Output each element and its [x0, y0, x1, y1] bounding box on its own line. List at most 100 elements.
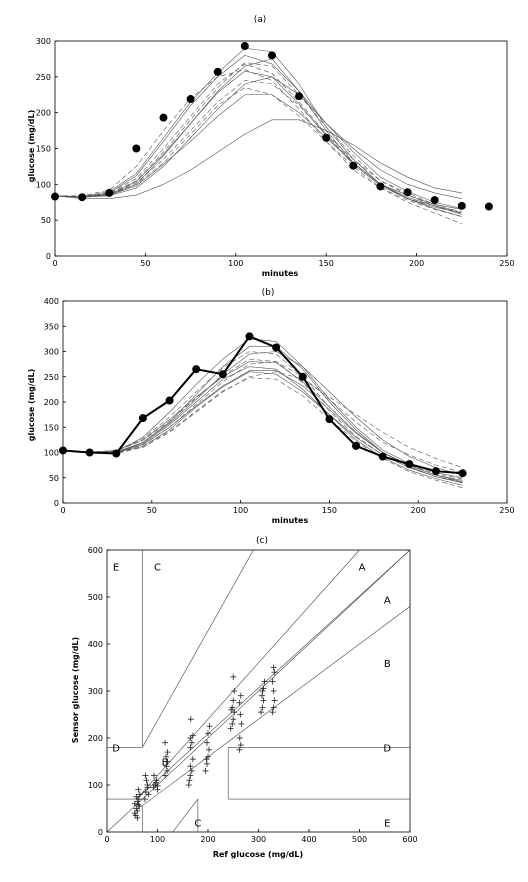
scatter-point [162, 772, 169, 779]
scatter-point [187, 772, 194, 779]
measured-data-point [405, 460, 414, 469]
scatter-point [236, 735, 243, 741]
zone-boundary [136, 550, 360, 800]
zone-boundary [136, 550, 410, 800]
scatter-point [228, 706, 235, 713]
panel-a-ylabel: glucose (mg/dL) [27, 110, 36, 183]
y-tick-label: 400 [88, 640, 103, 649]
scatter-point [259, 704, 266, 711]
y-tick-label: 200 [44, 398, 59, 407]
x-tick-label: 50 [140, 259, 150, 268]
panel-b-plot-area: 0 50 100 150 200 250 0 50 100 150 200 250 300 350 400 [44, 297, 515, 515]
zone-label: D [383, 743, 391, 754]
scatter-point [269, 709, 276, 716]
scatter-point [206, 746, 213, 753]
zone-boundary [172, 798, 199, 832]
zone-label: E [384, 819, 390, 830]
y-tick-label: 150 [36, 145, 51, 154]
measured-data-point [59, 446, 67, 455]
y-tick-label: 100 [44, 449, 59, 458]
x-tick-label: 500 [352, 835, 367, 844]
x-tick-label: 400 [301, 835, 316, 844]
x-tick-label: 100 [150, 835, 165, 844]
scatter-point [135, 801, 142, 808]
simulated-series-line [62, 351, 463, 476]
scatter-point [152, 779, 159, 786]
panel-b: (b) minutes glucose (mg/dL) 0 50 100 150 200… [27, 288, 515, 525]
scatter-point [187, 763, 194, 770]
zone-label: A [384, 595, 391, 606]
simulated-series-line [54, 63, 462, 212]
scatter-point [145, 791, 152, 798]
measured-data-point [376, 182, 385, 191]
simulated-series-line [54, 47, 462, 214]
measured-data-point [352, 441, 361, 450]
simulated-series-line [62, 338, 463, 479]
measured-data-point [325, 415, 334, 424]
measured-data-point [105, 188, 114, 197]
simulated-series-line [54, 58, 462, 210]
scatter-point [143, 777, 150, 784]
simulated-series-line [54, 70, 462, 217]
measured-data-point [295, 92, 304, 101]
measured-data-point [245, 332, 254, 341]
scatter-point [163, 753, 170, 760]
simulated-series-line [54, 62, 462, 214]
y-tick-label: 50 [49, 474, 59, 483]
scatter-point [150, 772, 157, 779]
zone-label: C [194, 819, 201, 830]
measured-data-point [457, 201, 466, 210]
y-tick-label: 0 [46, 252, 51, 261]
x-tick-label: 100 [233, 506, 248, 515]
panel-c-title: (c) [256, 536, 268, 546]
scatter-point [189, 732, 196, 739]
scatter-point [136, 803, 143, 810]
scatter-point [237, 692, 244, 699]
zone-label: B [384, 659, 391, 670]
measured-series-line [62, 335, 463, 475]
x-tick-label: 200 [200, 835, 215, 844]
x-tick-label: 250 [499, 259, 514, 268]
scatter-point [270, 704, 277, 711]
panel-a-plot-area: 0 50 100 150 200 250 0 50 100 150 200 250 300 [36, 37, 515, 268]
x-tick-label: 150 [322, 506, 337, 515]
measured-data-point [186, 95, 195, 104]
scatter-point [144, 782, 151, 788]
scatter-point [236, 699, 243, 706]
measured-data-point [430, 196, 439, 205]
measured-data-point [192, 365, 201, 374]
zone-boundary [107, 550, 410, 832]
scatter-point [227, 725, 234, 732]
measured-data-point [298, 372, 307, 381]
scatter-point [188, 739, 195, 746]
y-tick-label: 250 [36, 73, 51, 82]
scatter-point [189, 756, 196, 763]
simulated-series-line [54, 54, 462, 209]
scatter-point [164, 749, 171, 756]
measured-data-point [267, 51, 276, 60]
x-tick-label: 50 [147, 506, 157, 515]
measured-data-point [272, 343, 281, 352]
panel-b-title: (b) [262, 288, 275, 298]
scatter-point [154, 782, 161, 789]
measured-data-point [132, 144, 141, 153]
scatter-point [164, 758, 171, 765]
simulated-series-line [62, 358, 463, 483]
simulated-series-line [62, 371, 463, 468]
y-tick-label: 200 [36, 109, 51, 118]
measured-data-point [484, 202, 493, 211]
scatter-point [237, 742, 244, 749]
panel-a-title: (a) [254, 15, 267, 25]
scatter-point [229, 720, 236, 727]
measured-data-point [378, 452, 387, 461]
measured-data-point [78, 193, 87, 202]
scatter-point [271, 697, 278, 704]
x-tick-label: 250 [499, 506, 514, 515]
simulated-series-line [54, 87, 462, 225]
scatter-point [136, 791, 143, 798]
measured-data-point [85, 448, 94, 457]
panel-b-ylabel: glucose (mg/dL) [27, 369, 36, 442]
y-tick-label: 300 [44, 348, 59, 357]
zone-boundary [142, 550, 254, 748]
measured-data-point [112, 449, 121, 458]
